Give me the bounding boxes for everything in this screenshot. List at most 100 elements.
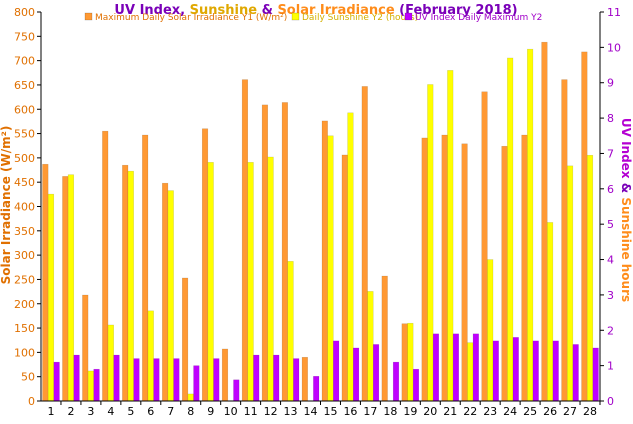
y-axis-label-right: UV Index & Sunshine hours [619,118,633,302]
bar-irradiance-6 [142,134,149,402]
x-tick-label: 28 [583,405,597,418]
bar-uv-23 [492,340,499,402]
bar-irradiance-3 [82,294,89,402]
bar-irradiance-26 [541,41,548,402]
x-tick-label: 9 [207,405,214,418]
y-right-tick-label: 11 [607,6,621,19]
bar-uv-25 [532,340,539,402]
y-left-tick-label: 250 [14,273,35,286]
x-tick-label: 12 [264,405,278,418]
y-right-tick-label: 2 [607,324,614,337]
bar-sunshine-26 [547,222,554,402]
bar-sunshine-13 [287,261,294,402]
bar-irradiance-24 [501,145,508,402]
bar-sunshine-6 [147,310,154,402]
y-right-tick-label: 3 [607,289,614,302]
bar-uv-12 [273,354,280,402]
y-right-tick-label: 0 [607,395,614,408]
bar-uv-10 [233,379,240,402]
bar-uv-17 [372,344,380,402]
x-tick-label: 18 [383,405,397,418]
bar-sunshine-25 [527,48,534,402]
legend-swatch [291,12,300,21]
x-tick-label: 1 [47,405,54,418]
bar-irradiance-8 [182,277,189,402]
x-tick-label: 15 [323,405,337,418]
legend-label: Maximum Daily Solar Irradiance Y1 (W/m²) [95,13,287,23]
x-tick-label: 21 [443,405,457,418]
y-right-tick-label: 4 [607,254,614,267]
bar-irradiance-15 [321,120,328,402]
axes: 0501001502002503003504004505005506006507… [14,6,621,418]
x-tick-label: 3 [87,405,94,418]
y-left-tick-label: 750 [14,30,35,43]
bar-irradiance-21 [441,134,448,402]
title-part: (February 2018) [395,3,518,18]
bar-irradiance-14 [301,356,308,402]
x-tick-label: 11 [244,405,258,418]
bar-sunshine-12 [267,156,274,402]
title-part: & [257,3,277,18]
x-tick-label: 14 [304,405,318,418]
x-tick-label: 6 [147,405,154,418]
x-tick-label: 8 [187,405,194,418]
bar-uv-26 [552,340,559,402]
bar-irradiance-28 [581,51,588,402]
y-left-tick-label: 550 [14,128,35,141]
bar-uv-18 [392,361,400,402]
y-left-tick-label: 500 [14,152,35,165]
y-left-tick-label: 400 [14,201,35,214]
bar-uv-1 [53,361,60,402]
x-tick-label: 26 [543,405,557,418]
bar-sunshine-23 [487,259,494,402]
bar-sunshine-4 [107,324,114,402]
x-tick-label: 13 [284,405,298,418]
bar-sunshine-7 [167,190,174,402]
bar-sunshine-22 [467,342,474,402]
bar-irradiance-13 [281,102,288,402]
y-left-tick-label: 150 [14,322,35,335]
bars [42,41,599,402]
bar-irradiance-5 [122,164,129,402]
bar-irradiance-2 [62,176,69,402]
y-left-tick-label: 100 [14,346,35,359]
bar-sunshine-17 [367,291,374,402]
legend-label: Daily Sunshine Y2 (hours) [302,13,418,23]
bar-irradiance-25 [521,134,528,402]
x-tick-label: 19 [403,405,417,418]
x-tick-label: 2 [67,405,74,418]
bar-irradiance-20 [421,137,428,402]
x-tick-label: 23 [483,405,497,418]
y-left-tick-label: 700 [14,55,35,68]
bar-sunshine-27 [566,165,574,402]
bar-irradiance-16 [341,154,348,402]
bar-uv-14 [313,376,320,402]
bar-irradiance-23 [481,91,488,402]
bar-sunshine-28 [586,154,594,402]
bar-irradiance-27 [561,79,568,402]
bar-uv-16 [353,347,360,402]
bar-uv-5 [133,358,140,402]
chart-title: UV Index, Sunshine & Solar Irradiance (F… [114,3,517,18]
bar-irradiance-19 [401,323,408,402]
bar-sunshine-11 [247,162,254,402]
x-tick-label: 27 [563,405,577,418]
y-right-tick-label: 8 [607,112,614,125]
bar-sunshine-9 [207,162,214,402]
bar-irradiance-18 [381,275,388,402]
y-right-tick-label: 10 [607,41,621,54]
bar-uv-24 [512,337,519,402]
bar-irradiance-9 [201,128,209,402]
y-left-tick-label: 650 [14,79,35,92]
bar-uv-20 [432,333,440,402]
bar-uv-21 [452,333,460,402]
y-axis-label-right-part: Sunshine hours [619,197,633,302]
bar-uv-11 [253,354,260,402]
title-part: UV Index [114,3,180,18]
bar-irradiance-1 [42,163,49,402]
y-left-tick-label: 800 [14,6,35,19]
bar-uv-19 [412,368,420,402]
x-tick-label: 25 [523,405,537,418]
